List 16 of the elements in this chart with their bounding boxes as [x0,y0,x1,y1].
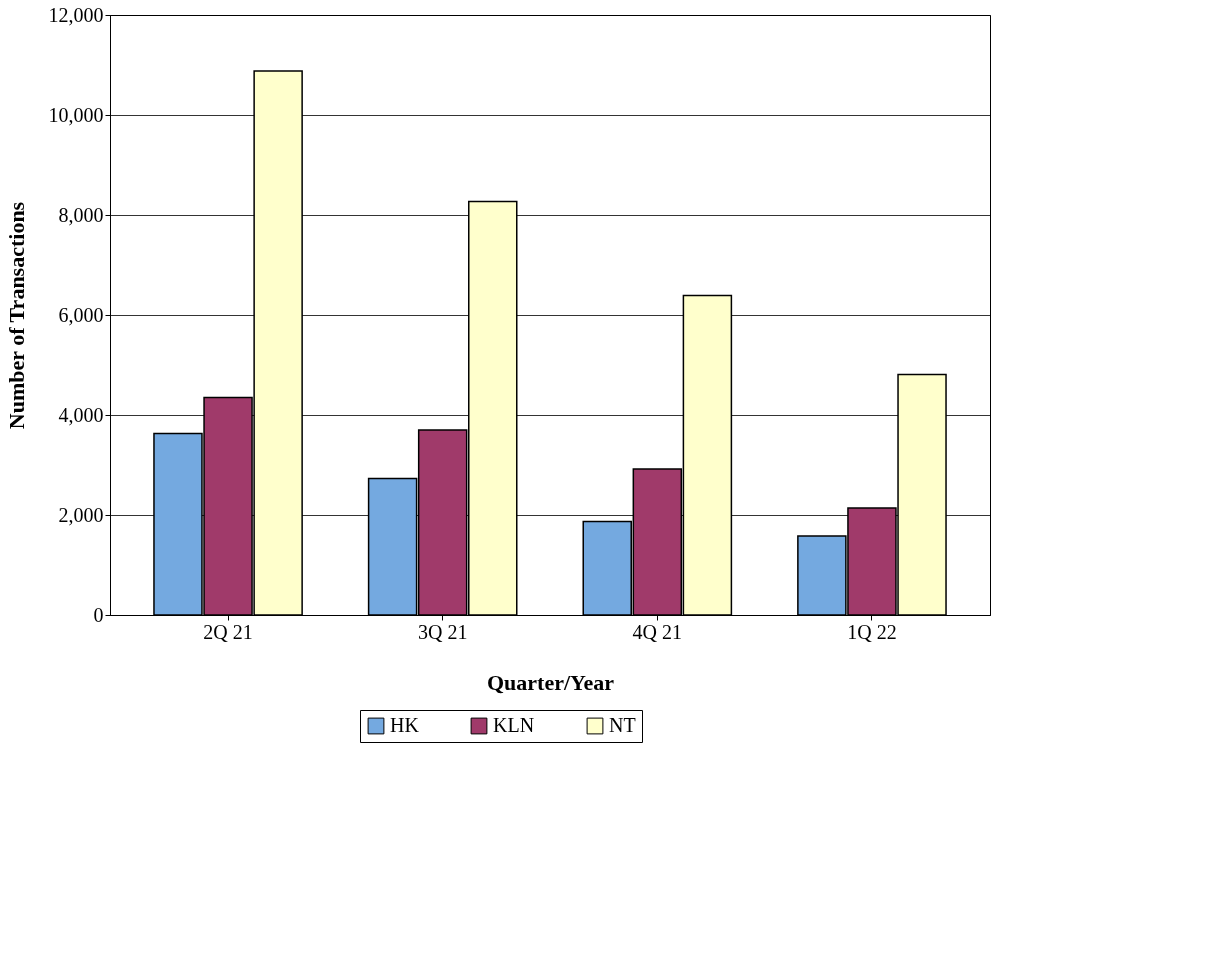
y-axis-title: Number of Transactions [3,201,29,430]
y-tick-label: 0 [93,603,104,626]
y-tick-label: 12,000 [48,3,104,26]
y-tick-label: 10,000 [48,103,104,126]
legend-label: NT [609,714,636,736]
x-tick-label: 2Q 21 [203,620,253,643]
x-tick-label: 3Q 21 [417,620,468,643]
y-tick-label: 8,000 [58,203,104,226]
y-tick-label: 4,000 [58,403,104,426]
legend-label: KLN [493,714,535,736]
x-tick-label: 1Q 22 [847,620,897,643]
x-tick-label: 4Q 21 [632,620,683,643]
x-axis-title: Quarter/Year [486,669,615,695]
y-tick-label: 2,000 [58,503,104,526]
y-tick-label: 6,000 [58,303,104,326]
legend-label: HK [390,714,420,736]
